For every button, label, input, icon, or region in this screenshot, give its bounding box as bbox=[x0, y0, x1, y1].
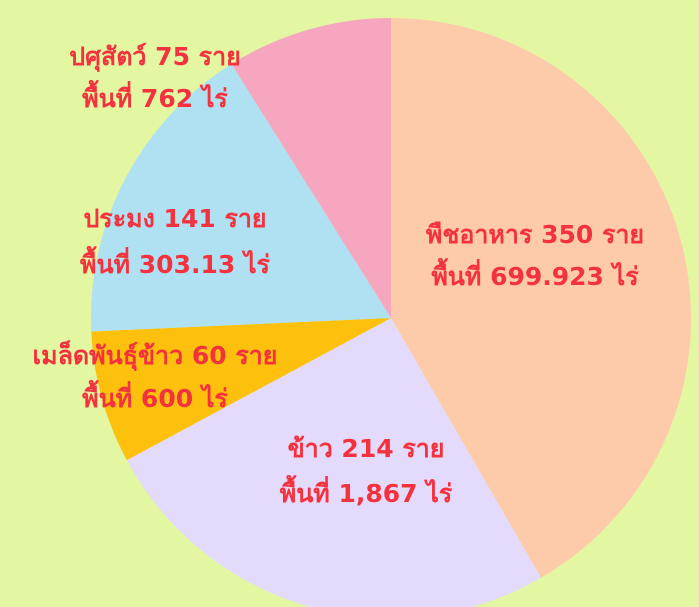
slice-area-label: พื้นที่ 600 ไร่ bbox=[82, 379, 228, 413]
slice-label: เมล็ดพันธุ์ข้าว 60 ราย bbox=[33, 340, 278, 372]
pie-slice bbox=[91, 318, 392, 461]
pie-slice bbox=[126, 318, 541, 607]
slice-area-label: พื้นที่ 762 ไร่ bbox=[82, 79, 228, 113]
slice-area-label: พื้นที่ 1,867 ไร่ bbox=[280, 474, 453, 508]
slice-area-label: พื้นที่ 699.923 ไร่ bbox=[431, 257, 639, 291]
slice-label: ปศุสัตว์ 75 ราย bbox=[69, 42, 241, 73]
pie-slice bbox=[391, 18, 691, 578]
slice-label: ข้าว 214 ราย bbox=[288, 434, 445, 463]
slice-label: ประมง 141 ราย bbox=[83, 204, 266, 233]
slice-area-label: พื้นที่ 303.13 ไร่ bbox=[80, 245, 271, 279]
pie-slice bbox=[91, 63, 391, 332]
slice-label: พืชอาหาร 350 ราย bbox=[426, 220, 644, 249]
pie-slice bbox=[231, 18, 391, 318]
